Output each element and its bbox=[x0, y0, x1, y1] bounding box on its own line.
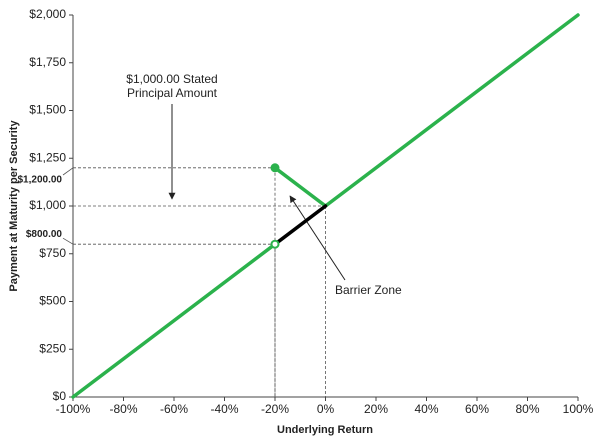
y-tick-label: $1,000 bbox=[29, 198, 66, 212]
x-tick-label: -60% bbox=[160, 402, 188, 416]
y-tick-label: $0 bbox=[53, 389, 67, 403]
payoff-line bbox=[273, 166, 328, 208]
y-tick-label: $750 bbox=[39, 246, 66, 260]
x-axis-title: Underlying Return bbox=[277, 424, 373, 436]
point-marker bbox=[270, 163, 280, 173]
x-tick-label: 100% bbox=[563, 402, 594, 416]
reference-connector bbox=[62, 167, 74, 176]
payoff-line bbox=[71, 242, 277, 399]
annotation-text: $1,000.00 Stated bbox=[126, 72, 217, 86]
x-tick-label: 0% bbox=[317, 402, 335, 416]
payoff-line bbox=[273, 204, 328, 246]
x-tick-label: -40% bbox=[210, 402, 238, 416]
x-tick-label: 60% bbox=[465, 402, 489, 416]
point-marker bbox=[270, 239, 280, 249]
x-tick-label: 20% bbox=[364, 402, 388, 416]
y-tick-label: $250 bbox=[39, 341, 66, 355]
annotation-text: Principal Amount bbox=[127, 86, 218, 100]
y-tick-label: $2,000 bbox=[29, 7, 66, 21]
y-tick-label: $1,500 bbox=[29, 103, 66, 117]
annotation-arrow bbox=[289, 195, 346, 281]
x-tick-label: 40% bbox=[414, 402, 438, 416]
payoff-line bbox=[323, 13, 580, 208]
y-tick-label: $1,250 bbox=[29, 150, 66, 164]
reference-label: $1,200.00 bbox=[18, 174, 63, 185]
y-tick-label: $500 bbox=[39, 294, 66, 308]
x-tick-label: -80% bbox=[109, 402, 137, 416]
x-tick-label: 80% bbox=[515, 402, 539, 416]
reference-connector bbox=[62, 237, 74, 245]
annotation-text: Barrier Zone bbox=[335, 283, 402, 297]
x-tick-label: -100% bbox=[56, 402, 91, 416]
x-tick-label: -20% bbox=[261, 402, 289, 416]
y-tick-label: $1,750 bbox=[29, 55, 66, 69]
y-axis-title: Payment at Maturity per Security bbox=[8, 120, 20, 292]
reference-label: $800.00 bbox=[26, 229, 63, 240]
